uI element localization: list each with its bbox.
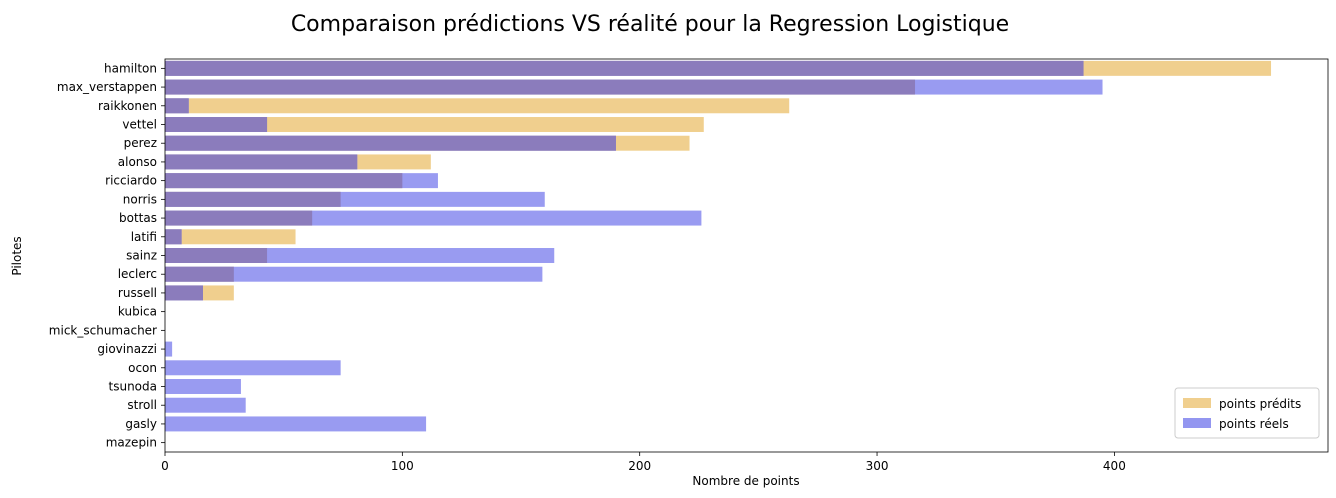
y-tick-label-raikkonen: raikkonen — [98, 99, 157, 113]
y-tick-label-ricciardo: ricciardo — [105, 174, 157, 188]
bar-overlap-raikkonen — [165, 98, 189, 114]
legend: points prédits points réels — [1174, 387, 1320, 439]
y-tick-label-max_verstappen: max_verstappen — [57, 80, 157, 94]
y-tick-label-kubica: kubica — [118, 305, 157, 319]
y-tick-label-norris: norris — [123, 192, 157, 206]
bar-1-vettel — [165, 117, 704, 132]
bar-overlap-vettel — [165, 117, 268, 132]
bar-overlap-max_verstappen — [165, 79, 916, 95]
chart-title: Comparaison prédictions VS réalité pour … — [291, 12, 1009, 37]
bar-2-tsunoda — [165, 379, 241, 394]
y-tick-label-sainz: sainz — [126, 249, 157, 263]
y-tick-label-latifi: latifi — [131, 230, 157, 244]
bar-2-stroll — [165, 397, 246, 413]
bar-2-ocon — [165, 360, 341, 376]
y-tick-label-bottas: bottas — [119, 211, 157, 225]
bar-overlap-norris — [165, 191, 341, 207]
y-tick-label-perez: perez — [124, 136, 157, 150]
x-tick-label-0: 0 — [161, 459, 169, 473]
bar-overlap-perez — [165, 135, 616, 151]
y-tick-label-russell: russell — [118, 286, 157, 300]
plot-area: hamilton max_verstappen raikkonen vettel per… — [49, 58, 1329, 473]
y-tick-label-ocon: ocon — [128, 361, 157, 375]
legend-label-2: points réels — [1219, 417, 1289, 431]
legend-swatch-1 — [1183, 398, 1211, 408]
bar-2-gasly — [165, 416, 427, 432]
bar-overlap-hamilton — [165, 60, 1084, 76]
y-tick-label-vettel: vettel — [122, 118, 157, 132]
legend-swatch-2 — [1183, 418, 1211, 428]
bar-1-latifi — [165, 229, 296, 245]
bar-1-raikkonen — [165, 98, 790, 114]
y-axis-label: Pilotes — [10, 236, 24, 275]
bar-overlap-ricciardo — [165, 173, 403, 189]
x-tick-label-200: 200 — [628, 459, 651, 473]
y-tick-label-gasly: gasly — [125, 417, 157, 431]
bar-overlap-latifi — [165, 229, 182, 245]
x-tick-label-100: 100 — [391, 459, 414, 473]
bar-overlap-leclerc — [165, 266, 234, 282]
y-tick-label-tsunoda: tsunoda — [109, 380, 157, 394]
overlap-bars — [165, 60, 1084, 301]
y-tick-label-alonso: alonso — [118, 155, 157, 169]
y-tick-label-stroll: stroll — [127, 398, 157, 412]
y-tick-label-mick_schumacher: mick_schumacher — [49, 323, 157, 337]
y-tick-label-leclerc: leclerc — [118, 267, 157, 281]
y-tick-label-giovinazzi: giovinazzi — [97, 342, 157, 356]
x-axis-label: Nombre de points — [692, 474, 799, 488]
x-tick-label-400: 400 — [1103, 459, 1126, 473]
bar-overlap-bottas — [165, 210, 313, 226]
bar-overlap-russell — [165, 285, 203, 301]
y-tick-label-hamilton: hamilton — [104, 61, 157, 75]
bar-2-leclerc — [165, 266, 543, 282]
x-tick-label-300: 300 — [866, 459, 889, 473]
bar-2-giovinazzi — [165, 341, 173, 357]
bar-overlap-sainz — [165, 248, 268, 263]
bar-overlap-alonso — [165, 154, 358, 170]
series-2 — [165, 60, 1103, 432]
legend-label-1: points prédits — [1219, 397, 1301, 411]
y-tick-label-mazepin: mazepin — [106, 436, 157, 450]
